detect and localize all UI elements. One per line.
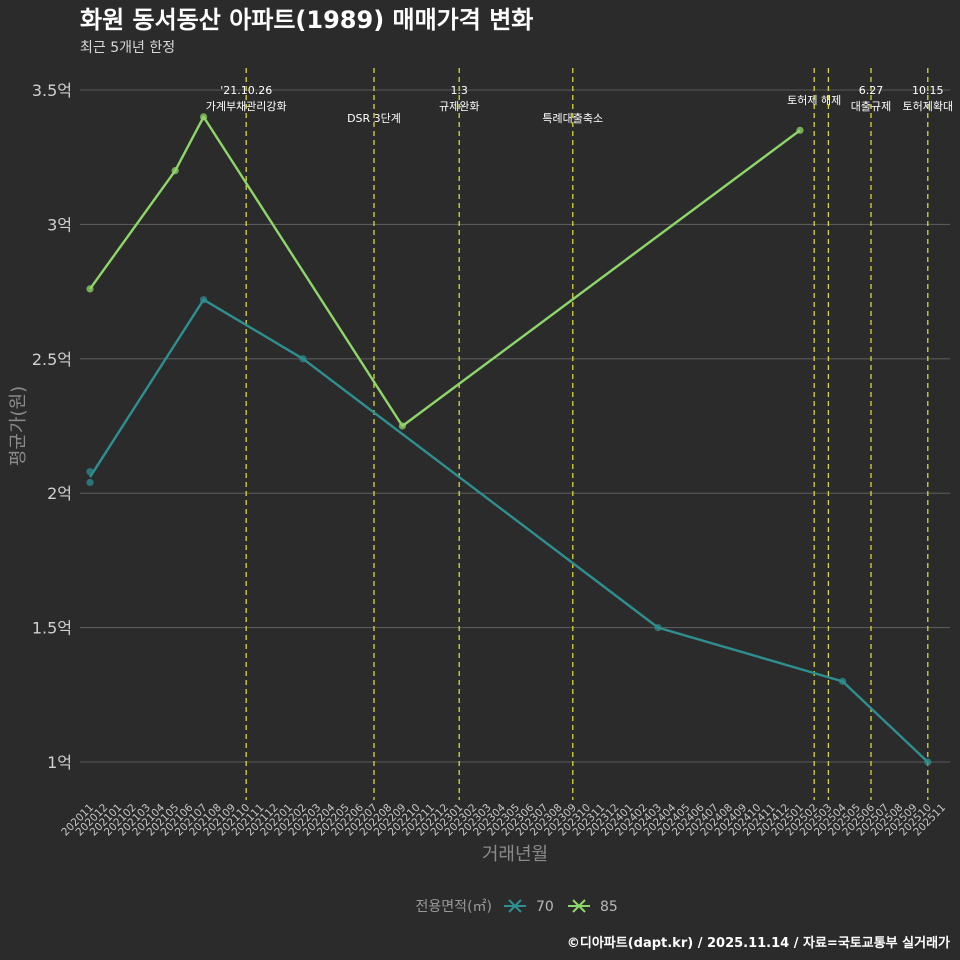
- event-label: 6.27: [859, 84, 884, 97]
- event-label: 대출규제: [851, 100, 891, 113]
- data-point-70: [299, 355, 307, 363]
- legend-label: 70: [536, 899, 554, 915]
- data-point-70: [200, 296, 208, 304]
- legend-label: 85: [600, 899, 618, 915]
- y-tick-label: 3억: [47, 215, 72, 234]
- caption: ©디아파트(dapt.kr) / 2025.11.14 / 자료=국토교통부 실…: [567, 935, 950, 951]
- y-tick-label: 3.5억: [32, 81, 72, 100]
- legend-key-mark: [572, 899, 586, 913]
- series-layer: [86, 113, 932, 766]
- data-point-70: [86, 478, 94, 487]
- chart-subtitle: 최근 5개년 한정: [80, 40, 175, 56]
- data-point-85: [171, 167, 179, 175]
- event-label: 토허제 해제: [787, 93, 841, 107]
- event-label: 1.3: [450, 84, 468, 97]
- y-tick-label: 1.5억: [32, 619, 72, 638]
- data-point-70: [924, 758, 932, 766]
- series-line-85: [89, 115, 801, 428]
- data-point-70: [839, 677, 847, 685]
- x-axis-title: 거래년월: [482, 844, 548, 865]
- data-point-85: [398, 422, 406, 430]
- event-label: 토허제확대: [902, 100, 953, 113]
- y-axis-title: 평균가(원): [8, 386, 29, 466]
- series-line-70: [88, 298, 929, 763]
- y-axis-ticks: 1억 1.5억 2억 2.5억 3억 3.5억: [32, 81, 72, 772]
- grid: [80, 89, 950, 763]
- data-point-70: [86, 468, 94, 476]
- chart-title: 화원 동서동산 아파트(1989) 매매가격 변화: [80, 6, 533, 34]
- x-axis-ticks: 2020112020122021012021022021032021042021…: [59, 801, 948, 838]
- event-label: 특례대출축소: [542, 112, 603, 125]
- y-tick-label: 2억: [47, 484, 72, 503]
- data-point-70: [654, 624, 662, 632]
- data-point-85: [86, 285, 94, 293]
- y-tick-label: 1억: [47, 753, 72, 772]
- event-label: DSR 3단계: [347, 112, 401, 125]
- legend-title: 전용면적(㎡): [416, 899, 492, 915]
- event-label: 규제완화: [439, 100, 479, 113]
- legend-key-mark: [508, 899, 522, 913]
- event-label: 가계부채관리강화: [206, 100, 287, 113]
- event-label: '21.10.26: [220, 84, 272, 97]
- data-point-85: [200, 113, 208, 121]
- legend: 전용면적(㎡) 70 85: [416, 899, 618, 915]
- data-point-85: [796, 126, 804, 134]
- event-label: 10.15: [912, 84, 944, 97]
- y-tick-label: 2.5억: [32, 350, 72, 369]
